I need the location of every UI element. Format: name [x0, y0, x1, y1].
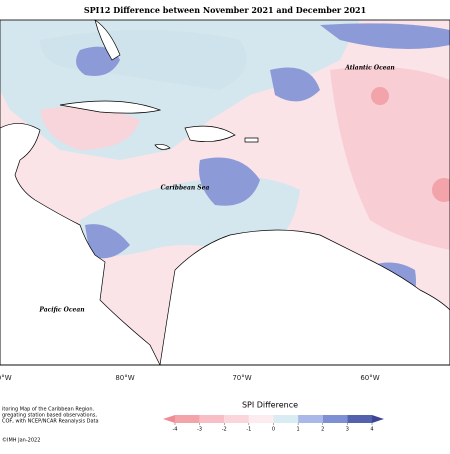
longitude-label: 60°W	[360, 374, 379, 382]
land-hispaniola	[184, 125, 236, 142]
colorbar-tick-label: 4	[370, 427, 373, 433]
longitude-label: 80°W	[115, 374, 134, 382]
title: SPI12 Difference between November 2021 a…	[84, 5, 366, 15]
colorbar: -4 -3 -2 -1 0 1 2 3 4	[163, 415, 384, 433]
longitude-labels: 90°W 80°W 70°W 60°W	[0, 374, 380, 382]
ocean-label: Pacific Ocean	[38, 307, 84, 314]
field-pink	[40, 106, 140, 150]
field-blue	[199, 157, 260, 206]
copyright: ©IMH Jan-2022	[2, 437, 40, 444]
land-central-america	[0, 123, 161, 366]
colorbar-over	[372, 415, 384, 423]
colorbar-tick-label: 2	[321, 427, 324, 433]
colorbar-segment	[175, 415, 200, 423]
field-pink	[330, 66, 450, 251]
footnote-line: gregating station based observations,	[2, 413, 97, 419]
colorbar-tick-label: 3	[346, 427, 349, 433]
land-jamaica	[154, 144, 171, 150]
land-south-america	[159, 229, 450, 366]
sea-label: Caribbean Sea	[161, 185, 210, 192]
field-pink-dark	[432, 178, 450, 202]
colorbar-tick-label: -1	[246, 427, 251, 433]
colorbar-segment	[248, 415, 274, 423]
longitude-label: 70°W	[232, 374, 251, 382]
map: Atlantic Ocean Caribbean Sea Pacific Oce…	[0, 19, 450, 366]
footnote-line: itoring Map of the Caribbean Region.	[2, 407, 94, 413]
colorbar-segment	[298, 415, 323, 423]
colorbar-tick-label: -4	[173, 427, 178, 433]
land-florida	[94, 19, 121, 61]
colorbar-under	[163, 415, 175, 423]
land-cuba	[59, 100, 162, 114]
field-blue	[320, 23, 450, 49]
field-blue-light	[40, 30, 247, 90]
field-blue	[85, 224, 130, 259]
colorbar-segment	[199, 415, 225, 423]
footnote-line: COF, with NCEP/NCAR Reanalysis Data	[2, 419, 99, 425]
colorbar-segment	[322, 415, 348, 423]
colorbar-tick-label: -2	[222, 427, 227, 433]
longitude-label: 90°W	[0, 374, 12, 382]
legend-title: SPI Difference	[242, 401, 298, 410]
colorbar-tick-label: -3	[197, 427, 202, 433]
colorbar-tick-label: 0	[272, 427, 275, 433]
land-puerto-rico	[244, 137, 259, 143]
map-frame	[0, 19, 450, 366]
ocean-label: Atlantic Ocean	[344, 65, 395, 72]
colorbar-tick-label: 1	[297, 427, 300, 433]
field-pink-dark	[371, 87, 389, 105]
field-blue	[270, 67, 320, 102]
colorbar-segment	[224, 415, 249, 423]
colorbar-segment	[273, 415, 299, 423]
footnote: itoring Map of the Caribbean Region.greg…	[2, 407, 99, 425]
colorbar-segment	[347, 415, 372, 423]
